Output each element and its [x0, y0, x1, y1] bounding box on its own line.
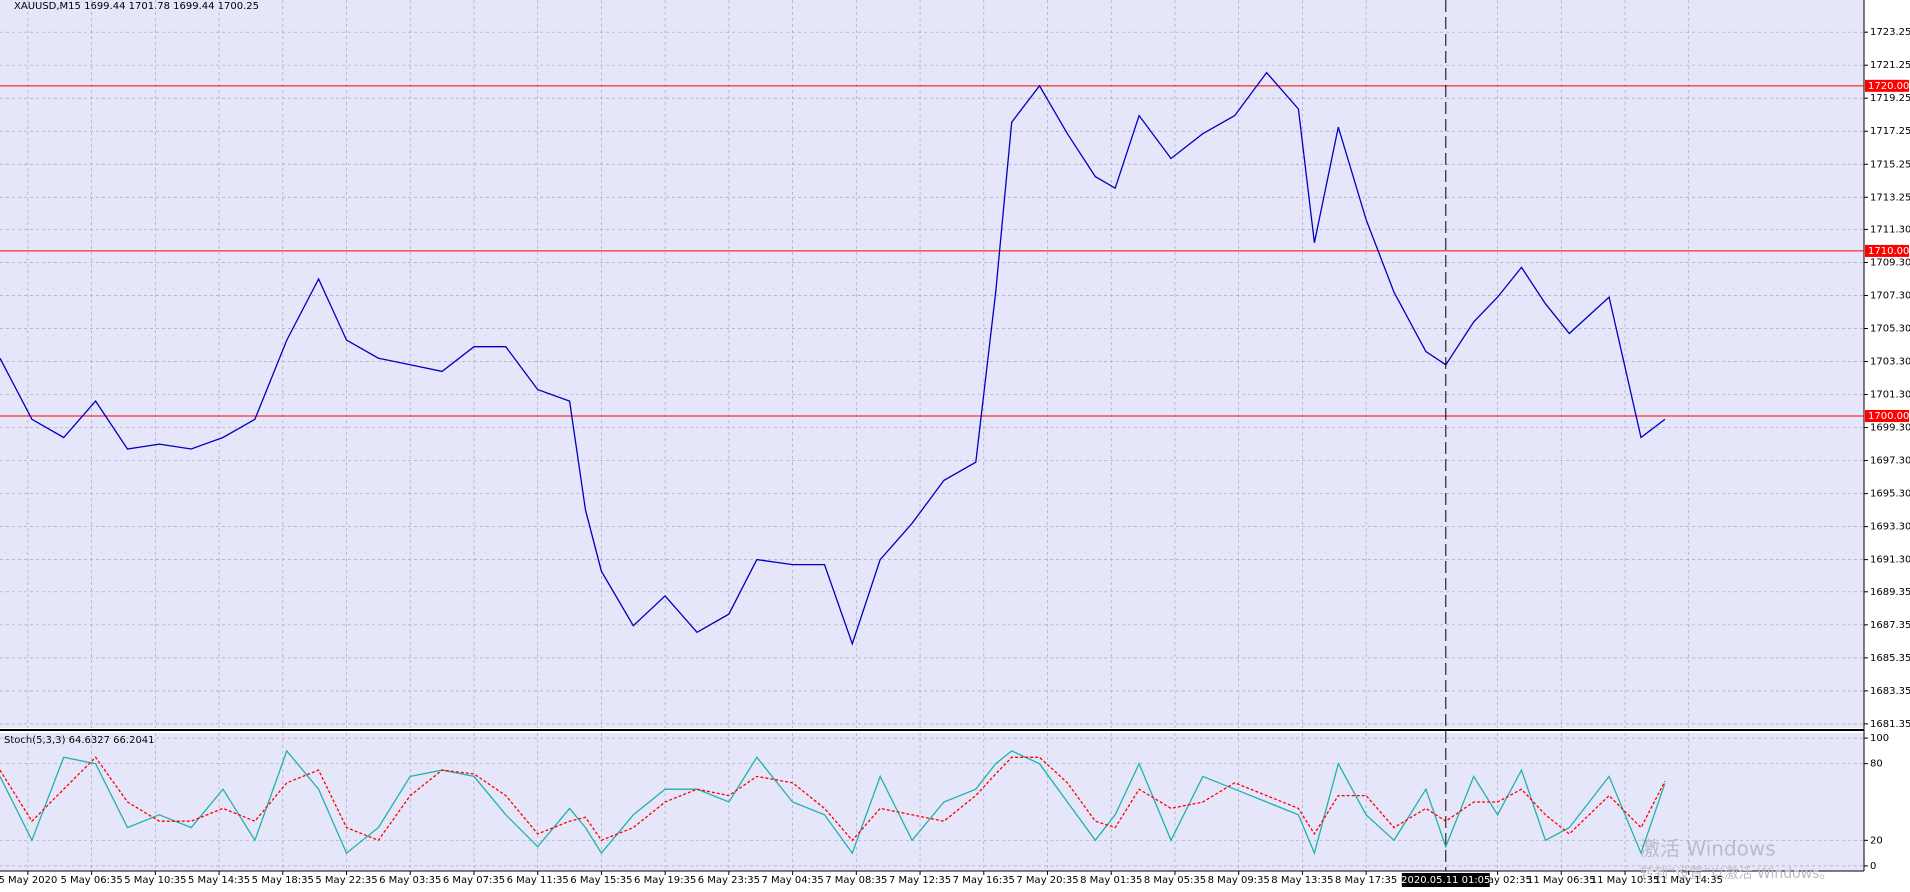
y-tick-label: 1685.35 — [1870, 653, 1910, 664]
x-tick-label: 11 May 02:35 — [1463, 875, 1532, 886]
x-tick-label: 8 May 01:35 — [1080, 875, 1142, 886]
x-tick-label: 8 May 13:35 — [1271, 875, 1333, 886]
y-tick-label: 1715.25 — [1870, 159, 1910, 170]
y-tick-label: 1699.30 — [1870, 423, 1910, 434]
y-tick-label: 1687.35 — [1870, 620, 1910, 631]
x-tick-label: 11 May 06:35 — [1527, 875, 1596, 886]
x-tick-label: 5 May 22:35 — [315, 875, 377, 886]
y-tick-label: 1713.25 — [1870, 192, 1910, 203]
x-tick-label: 7 May 04:35 — [761, 875, 823, 886]
price-level-label: 1700.00 — [1868, 411, 1909, 422]
x-tick-label: 8 May 09:35 — [1208, 875, 1270, 886]
y-tick-label: 1683.35 — [1870, 686, 1910, 697]
x-tick-label: 5 May 10:35 — [124, 875, 186, 886]
y-tick-label: 1691.30 — [1870, 555, 1910, 566]
x-tick-label: 5 May 2020 — [0, 875, 57, 886]
y-tick-label: 1719.25 — [1870, 93, 1910, 104]
stoch-header: Stoch(5,3,3) 64.6327 66.2041 — [4, 735, 155, 746]
x-tick-label: 6 May 11:35 — [507, 875, 569, 886]
series-line — [0, 71, 1666, 646]
series-line — [0, 749, 1666, 856]
y-tick-label: 1723.25 — [1870, 27, 1910, 38]
y-tick-label: 1711.30 — [1870, 224, 1910, 235]
x-tick-label: 5 May 18:35 — [252, 875, 314, 886]
y-tick-label: 1709.30 — [1870, 257, 1910, 268]
y-tick-label: 1717.25 — [1870, 126, 1910, 137]
y-tick-label: 1721.25 — [1870, 60, 1910, 71]
y-tick-label: 1703.30 — [1870, 357, 1910, 368]
price-level-tag — [1865, 410, 1909, 422]
series-line — [0, 756, 1666, 842]
x-tick-label: 5 May 06:35 — [60, 875, 122, 886]
x-tick-label: 7 May 08:35 — [825, 875, 887, 886]
y-tick-label: 1701.30 — [1870, 390, 1910, 401]
price-level-tag — [1865, 244, 1909, 257]
y-tick-label: 100 — [1870, 733, 1889, 744]
x-tick-label: 6 May 23:35 — [698, 875, 760, 886]
price-level-label: 1710.00 — [1868, 246, 1909, 257]
y-tick-label: 80 — [1870, 759, 1883, 770]
x-tick-label: 8 May 17:35 — [1335, 875, 1397, 886]
x-tick-label: 6 May 07:35 — [443, 875, 505, 886]
x-tick-label: 7 May 20:35 — [1016, 875, 1078, 886]
price-level-tag — [1865, 79, 1909, 92]
x-tick-label: 7 May 16:35 — [953, 875, 1015, 886]
y-tick-label: 1707.30 — [1870, 290, 1910, 301]
x-tick-label: 6 May 03:35 — [379, 875, 441, 886]
y-tick-label: 0 — [1870, 861, 1876, 872]
y-tick-label: 1693.30 — [1870, 522, 1910, 533]
price-panel — [0, 0, 1864, 728]
chart-header: XAUUSD,M15 1699.44 1701.78 1699.44 1700.… — [14, 1, 259, 12]
y-tick-label: 1689.35 — [1870, 587, 1910, 598]
watermark-title: 激活 Windows — [1640, 837, 1776, 861]
watermark-text: 转到“设置”以激活 Windows。 — [1640, 865, 1833, 882]
y-tick-label: 1705.30 — [1870, 324, 1910, 335]
x-tick-label: 11 May 10:35 — [1591, 875, 1660, 886]
x-tick-label: 6 May 15:35 — [570, 875, 632, 886]
stoch-panel — [0, 733, 1864, 871]
y-tick-label: 1697.30 — [1870, 456, 1910, 467]
x-tick-label: 6 May 19:35 — [634, 875, 696, 886]
y-tick-label: 1681.35 — [1870, 719, 1910, 730]
x-tick-label: 11 May 14:35 — [1654, 875, 1723, 886]
x-tick-label: 7 May 12:35 — [889, 875, 951, 886]
x-tick-label: 8 May 05:35 — [1144, 875, 1206, 886]
y-tick-label: 1695.30 — [1870, 489, 1910, 500]
y-tick-label: 20 — [1870, 835, 1883, 846]
price-level-label: 1720.00 — [1868, 81, 1909, 92]
crosshair-label: 2020.05.11 01:05 — [1401, 875, 1490, 886]
x-tick-label: 5 May 14:35 — [188, 875, 250, 886]
crosshair-tag — [1401, 873, 1490, 887]
